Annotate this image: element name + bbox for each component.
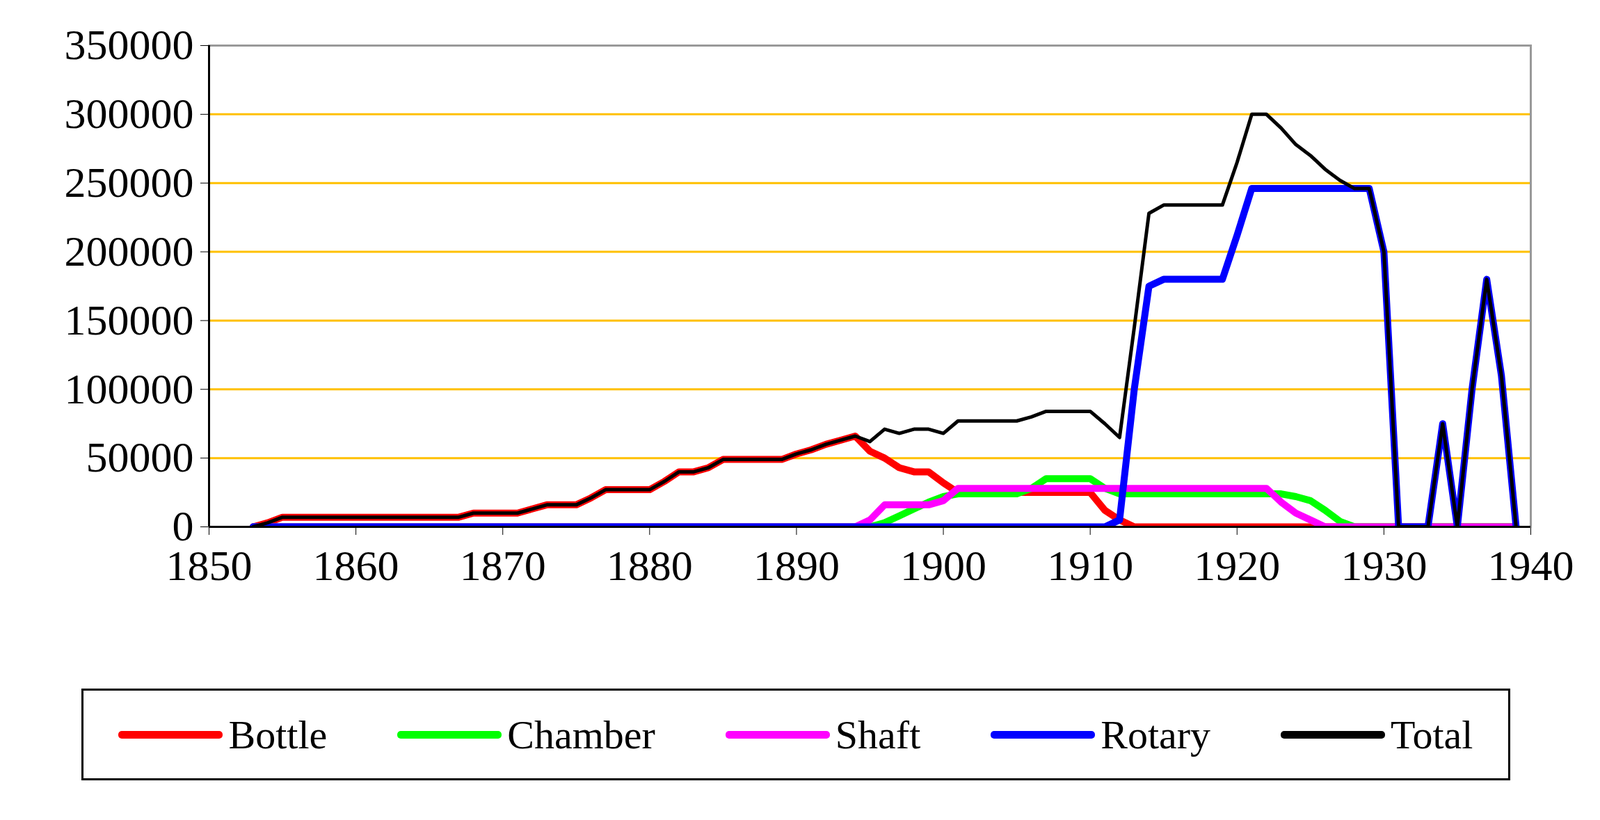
svg-text:200000: 200000 [64, 227, 195, 275]
svg-text:300000: 300000 [64, 89, 195, 138]
svg-text:1920: 1920 [1193, 541, 1280, 590]
svg-text:50000: 50000 [86, 433, 195, 481]
svg-text:150000: 150000 [64, 296, 195, 344]
svg-text:1900: 1900 [900, 541, 987, 590]
svg-text:1940: 1940 [1488, 541, 1575, 590]
svg-text:0: 0 [172, 502, 194, 550]
svg-text:350000: 350000 [64, 20, 195, 69]
svg-text:1870: 1870 [459, 541, 547, 590]
svg-text:1910: 1910 [1046, 541, 1134, 590]
svg-text:250000: 250000 [64, 158, 195, 206]
svg-text:1890: 1890 [753, 541, 840, 590]
svg-text:1880: 1880 [606, 541, 693, 590]
html-text:Total: Total [1390, 712, 1474, 758]
html-text:Chamber: Chamber [507, 712, 656, 758]
svg-text:100000: 100000 [64, 365, 195, 413]
svg-text:1850: 1850 [166, 541, 253, 590]
html-text:Bottle: Bottle [228, 712, 328, 758]
svg-text:1930: 1930 [1340, 541, 1427, 590]
html-text:Rotary: Rotary [1100, 712, 1211, 758]
svg-text:1860: 1860 [313, 541, 400, 590]
html-text:Shaft: Shaft [835, 712, 921, 758]
